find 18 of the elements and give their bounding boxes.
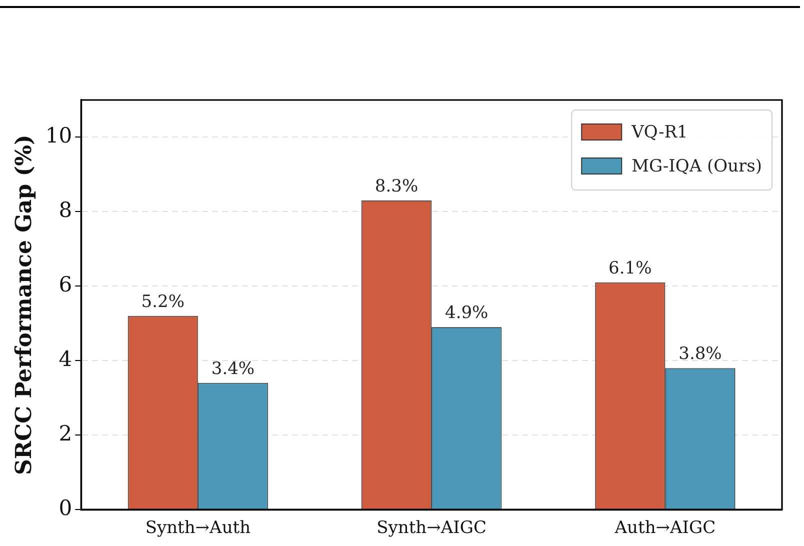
x-tick-label: Auth→AIGC	[614, 518, 716, 538]
data-label: 3.4%	[211, 358, 255, 379]
y-tick-label: 4	[58, 347, 72, 372]
data-label: 8.3%	[374, 176, 418, 196]
data-label: 4.9%	[445, 303, 488, 324]
x-tick-label: Synth→Auth	[145, 518, 251, 538]
y-tick-label: 8	[58, 198, 72, 222]
data-label: 6.1%	[608, 258, 652, 278]
y-axis-title: SRCC Performance Gap (%)	[10, 134, 37, 476]
y-tick-label: 10	[45, 124, 72, 148]
y-tick-label: 2	[58, 422, 72, 446]
legend-label: VQ-R1	[630, 122, 688, 142]
legend-label: MG-IQA (Ours)	[632, 156, 762, 176]
y-tick-label: 0	[58, 496, 72, 520]
data-label: 5.2%	[141, 292, 184, 312]
x-tick-label: Synth→AIGC	[376, 518, 486, 538]
data-label: 3.8%	[678, 344, 722, 364]
y-tick-label: 6	[58, 272, 72, 297]
